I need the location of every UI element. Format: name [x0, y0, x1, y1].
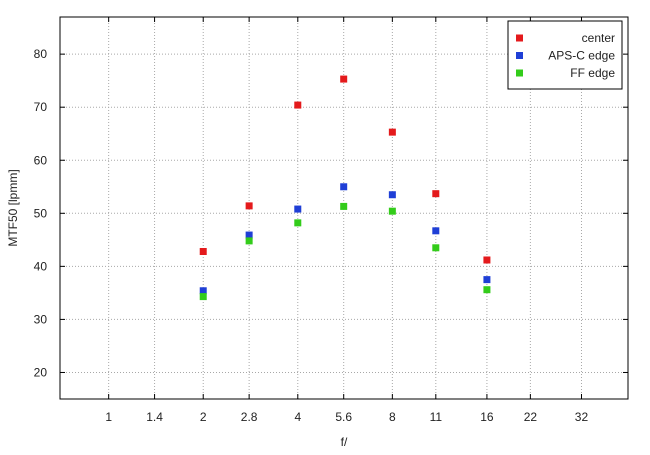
y-tick-label: 70	[34, 100, 48, 114]
y-tick-label: 20	[34, 365, 48, 379]
x-tick-label: 1.4	[146, 410, 163, 424]
x-tick-label: 32	[575, 410, 589, 424]
y-axis-title: MTF50 [lpmm]	[6, 169, 20, 246]
data-point	[483, 256, 491, 264]
data-point	[340, 183, 348, 191]
series-center	[199, 75, 491, 264]
data-point	[340, 202, 348, 210]
x-tick-label: 4	[294, 410, 301, 424]
y-tick-label: 50	[34, 206, 48, 220]
data-point	[483, 276, 491, 284]
data-point	[199, 287, 207, 295]
data-point	[432, 244, 440, 252]
x-tick-label: 16	[480, 410, 494, 424]
x-tick-label: 22	[524, 410, 538, 424]
data-point	[199, 248, 207, 256]
legend-marker	[516, 69, 523, 77]
data-point	[432, 227, 440, 235]
legend-label: FF edge	[570, 66, 615, 80]
y-axis: 20 30 40 50 60 70 80	[34, 47, 628, 379]
data-point	[245, 202, 253, 210]
x-tick-label: 8	[389, 410, 396, 424]
data-point	[245, 231, 253, 239]
data-point	[432, 190, 440, 198]
data-points	[199, 75, 491, 301]
x-tick-label: 1	[105, 410, 112, 424]
legend-marker	[516, 52, 523, 59]
x-tick-label: 2.8	[241, 410, 258, 424]
y-tick-label: 30	[34, 312, 48, 326]
data-point	[388, 128, 396, 136]
data-point	[388, 207, 396, 215]
series-ff-edge	[199, 202, 491, 301]
data-point	[245, 237, 253, 245]
y-tick-label: 40	[34, 259, 48, 273]
x-tick-label: 2	[200, 410, 207, 424]
data-point	[294, 205, 302, 213]
data-point	[294, 219, 302, 227]
y-tick-label: 80	[34, 47, 48, 61]
data-point	[340, 75, 348, 83]
data-point	[388, 191, 396, 199]
series-aps-c-edge	[199, 183, 491, 295]
legend-box	[507, 20, 623, 90]
x-tick-label: 5.6	[335, 410, 352, 424]
legend: center APS-C edge FF edge	[507, 20, 623, 90]
legend-marker	[516, 34, 523, 42]
legend-label: center	[582, 31, 615, 45]
data-point	[199, 293, 207, 301]
legend-items: center APS-C edge FF edge	[516, 31, 615, 80]
y-tick-label: 60	[34, 153, 48, 167]
x-axis: 1 1.4 2 2.8 4 5.6 8 11 16 22 32	[105, 17, 588, 424]
data-point	[294, 101, 302, 109]
x-axis-title: f/	[341, 435, 348, 449]
legend-label: APS-C edge	[548, 49, 615, 63]
x-tick-label: 11	[430, 410, 443, 424]
data-point	[483, 286, 491, 294]
